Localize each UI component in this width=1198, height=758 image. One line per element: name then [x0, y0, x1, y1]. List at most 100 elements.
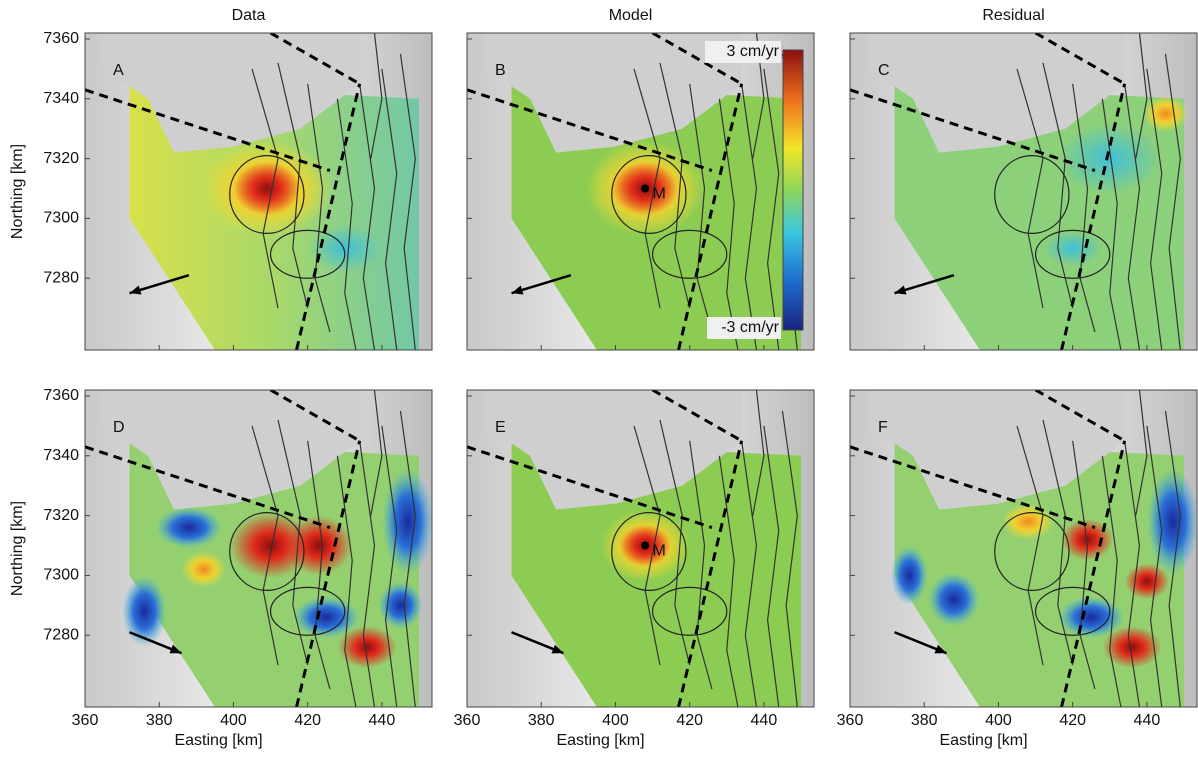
dashed-boundary: [295, 83, 362, 350]
column-title: Model: [609, 7, 653, 24]
x-tick-label: 360: [837, 712, 864, 729]
column-title: Data: [232, 7, 266, 24]
map-panel: [850, 390, 1197, 707]
sea: [868, 390, 1125, 510]
caldera: [611, 155, 687, 234]
colorbar-min: -3 cm/yr: [721, 319, 779, 336]
anomaly: [233, 161, 301, 216]
map-panel: M: [467, 33, 814, 350]
anomaly: [890, 545, 928, 606]
x-tick-label: 420: [676, 712, 703, 729]
x-tick-label: 380: [528, 712, 555, 729]
sea: [485, 33, 742, 153]
source-marker: [641, 184, 650, 193]
arrow-head: [551, 644, 564, 654]
anomaly: [1057, 122, 1162, 195]
sea: [103, 33, 360, 153]
panel-label: A: [113, 62, 124, 79]
fault: [1072, 83, 1096, 333]
dashed-boundary: [467, 88, 713, 172]
fault: [307, 440, 331, 690]
x-tick-label: 440: [1134, 712, 1161, 729]
x-axis-label: Easting [km]: [939, 732, 1027, 749]
fault: [1101, 455, 1122, 707]
x-tick-label: 420: [294, 712, 321, 729]
anomaly: [1002, 503, 1055, 540]
x-tick-label: 380: [911, 712, 938, 729]
panel-frame: [84, 389, 433, 708]
x-axis-label: Easting [km]: [174, 732, 262, 749]
panel-frame: [849, 389, 1198, 708]
fault: [718, 455, 739, 707]
y-tick-label: 7320: [43, 150, 79, 167]
caldera: [269, 229, 346, 279]
fault: [689, 83, 713, 333]
fault: [763, 68, 780, 350]
anomaly: [181, 551, 227, 588]
anomaly: [292, 596, 360, 639]
map-panel: M: [467, 390, 814, 707]
caldera: [1034, 229, 1111, 279]
dashed-boundary: [677, 440, 744, 707]
fault: [781, 410, 798, 707]
source-label: M: [653, 543, 666, 560]
anomaly: [337, 626, 397, 669]
y-tick-label: 7340: [43, 447, 79, 464]
fault: [359, 83, 376, 350]
anomaly: [1124, 563, 1170, 600]
fault: [307, 83, 331, 333]
dashed-boundary: [85, 88, 331, 172]
fault: [763, 425, 780, 707]
dashed-boundary: [269, 33, 361, 86]
anomaly: [122, 575, 167, 648]
x-tick-label: 360: [454, 712, 481, 729]
y-tick-label: 7300: [43, 210, 79, 227]
arrow-head: [511, 285, 524, 295]
panel-label: B: [495, 62, 506, 79]
fault: [1101, 98, 1122, 350]
dashed-boundary: [1034, 390, 1126, 443]
anomaly: [1061, 518, 1114, 561]
dashed-boundary: [1034, 33, 1126, 86]
x-tick-label: 440: [751, 712, 778, 729]
anomaly: [285, 515, 353, 576]
x-axis-label: Easting [km]: [556, 732, 644, 749]
fault: [370, 33, 383, 159]
source-label: M: [653, 186, 666, 203]
fault: [1146, 425, 1163, 707]
anomaly: [927, 572, 980, 627]
fault: [370, 390, 383, 516]
dashed-boundary: [677, 83, 744, 350]
dashed-boundary: [651, 390, 743, 443]
anomaly: [1057, 596, 1125, 639]
panel-frame: [849, 32, 1198, 351]
fault: [381, 68, 398, 350]
fault: [399, 410, 416, 707]
fault: [1135, 33, 1148, 159]
caldera: [994, 155, 1070, 234]
fault: [1124, 83, 1141, 350]
y-tick-label: 7340: [43, 90, 79, 107]
arrow-head: [169, 644, 182, 654]
sea: [103, 390, 360, 510]
fault: [752, 390, 765, 516]
fault: [399, 53, 416, 350]
fault: [359, 440, 376, 707]
fault: [1164, 53, 1181, 350]
fault: [251, 425, 279, 666]
arrow-head: [129, 285, 142, 295]
caldera: [229, 512, 305, 591]
map-panel: [85, 390, 432, 707]
anomaly: [307, 224, 382, 273]
y-tick-label: 7360: [43, 387, 79, 404]
caldera: [994, 512, 1070, 591]
colorbar: [782, 49, 804, 331]
fault: [1135, 390, 1148, 516]
fault: [336, 98, 357, 350]
y-tick-label: 7360: [43, 30, 79, 47]
sea: [868, 33, 1125, 153]
x-tick-label: 360: [72, 712, 99, 729]
fault: [381, 425, 398, 707]
y-tick-label: 7300: [43, 567, 79, 584]
